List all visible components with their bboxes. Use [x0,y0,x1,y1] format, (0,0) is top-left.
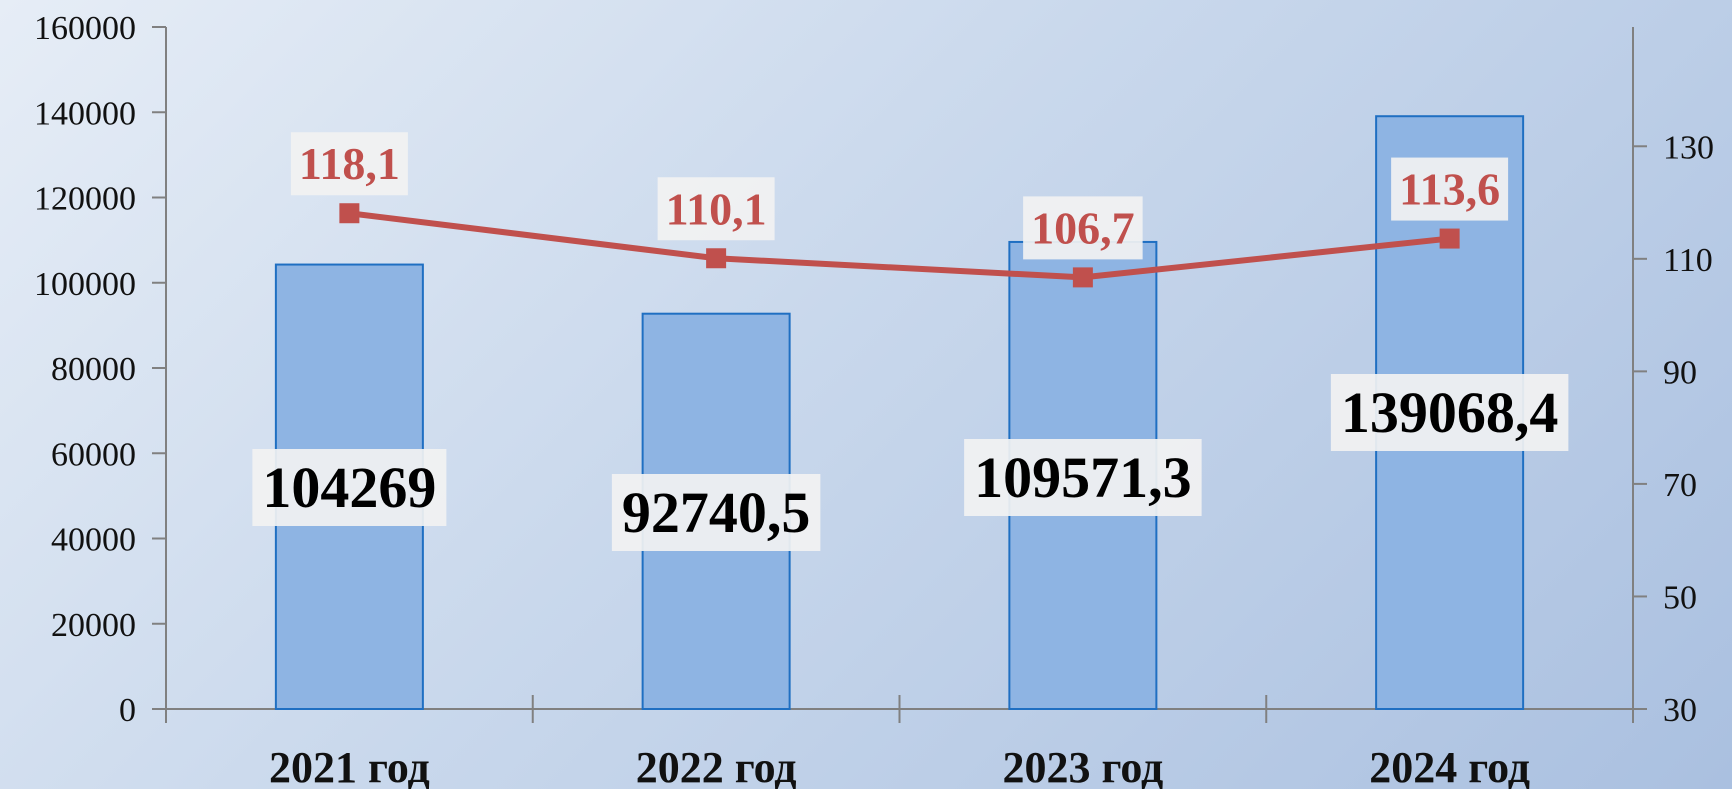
bar-value-label-text: 104269 [262,455,436,520]
line-series [339,203,1460,288]
line-value-label-background [1391,157,1509,221]
line-marker [1072,267,1093,288]
y-left-tick-label: 100000 [34,266,136,303]
line-value-label-background [1023,196,1143,260]
bar-value-label: 92740,5 [611,474,821,551]
line-value-label-text: 110,1 [666,183,767,234]
data-labels: 104269 92740,5 109571,3 139068,4 118,1 110,1 1… [252,132,1569,551]
x-tick-label: 2022 год [636,743,797,789]
bar-value-label-background [252,449,447,526]
x-tick-label: 2021 год [269,743,430,789]
bar-value-label-background [611,474,821,551]
line-value-label-text: 106,7 [1031,202,1135,253]
bar-value-label-text: 139068,4 [1341,380,1559,445]
y-right-tick-label: 50 [1663,579,1697,616]
line-value-label-text: 118,1 [299,138,400,189]
bar-value-label: 109571,3 [964,439,1202,516]
y-right-tick-label: 110 [1663,242,1713,279]
bar-value-label-text: 109571,3 [974,445,1192,510]
bar-value-label-background [1330,374,1569,451]
line-value-label: 118,1 [290,132,408,196]
line-value-label: 106,7 [1023,196,1143,260]
axes: 0 20000 40000 60000 80000 100000 120000 140000 1… [34,10,1714,789]
x-tick-label: 2024 год [1369,743,1530,789]
line-marker [706,248,727,269]
y-left-tick-label: 60000 [51,436,136,473]
y-right-tick-label: 130 [1663,129,1714,166]
y-right-tick-label: 30 [1663,692,1697,729]
line-path [349,210,1450,281]
y-right-tick-label: 90 [1663,354,1697,391]
line-marker [339,203,360,224]
y-left-tick-label: 120000 [34,181,136,218]
y-right-tick-label: 70 [1663,467,1697,504]
x-tick-label: 2023 год [1002,743,1163,789]
y-left-tick-label: 40000 [51,522,136,559]
line-value-label-background [290,132,408,196]
line-value-label-text: 113,6 [1399,164,1500,215]
line-value-label: 113,6 [1391,157,1509,221]
line-value-label-background [657,177,775,241]
bar-value-label-text: 92740,5 [622,480,811,545]
y-left-tick-label: 160000 [34,10,136,47]
y-left-tick-label: 0 [119,692,136,729]
y-left-tick-label: 140000 [34,95,136,132]
line-value-label: 110,1 [657,177,775,241]
y-left-tick-label: 80000 [51,351,136,388]
bar-value-label: 139068,4 [1330,374,1569,451]
y-left-tick-label: 20000 [51,607,136,644]
bar-value-label-background [964,439,1202,516]
bar-value-label: 104269 [252,449,447,526]
line-marker [1439,228,1460,249]
